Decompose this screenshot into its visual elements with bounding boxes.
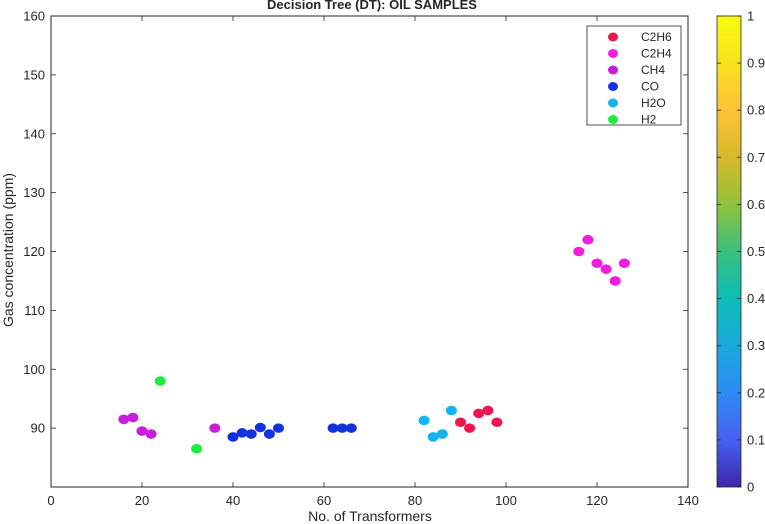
colorbar-tick-label: 0.3 bbox=[747, 338, 765, 353]
colorbar-tick-label: 0.6 bbox=[747, 197, 765, 212]
point-h2 bbox=[154, 376, 166, 386]
scatter-points bbox=[118, 234, 630, 454]
point-h2o bbox=[418, 415, 430, 426]
x-axis-label: No. of Transformers bbox=[308, 508, 432, 524]
point-c2h4 bbox=[573, 246, 585, 257]
colorbar-tick-label: 0.1 bbox=[747, 432, 765, 447]
point-c2h4 bbox=[591, 258, 603, 269]
point-h2o bbox=[436, 429, 448, 439]
legend-marker-c2h6 bbox=[608, 32, 618, 42]
legend-label-h2o: H2O bbox=[641, 96, 666, 110]
legend-label-c2h4: C2H4 bbox=[641, 47, 672, 61]
point-co bbox=[227, 432, 239, 442]
point-c2h6 bbox=[482, 405, 494, 416]
point-ch4 bbox=[136, 426, 148, 436]
point-co bbox=[254, 422, 266, 433]
colorbar-tick-label: 0.4 bbox=[747, 291, 765, 306]
colorbar-ticks: 0 0.1 0.2 0.3 0.4 0.5 0.6 0.7 0.8 0.9 1 bbox=[717, 9, 765, 495]
chart-title: Decision Tree (DT): OIL SAMPLES bbox=[267, 0, 477, 12]
point-ch4 bbox=[209, 423, 221, 433]
legend-marker-h2 bbox=[608, 115, 618, 124]
legend-label-ch4: CH4 bbox=[641, 63, 665, 77]
y-tick-label: 160 bbox=[23, 9, 45, 24]
x-tick-label: 140 bbox=[677, 493, 699, 508]
point-c2h4 bbox=[600, 264, 612, 274]
x-tick-label: 60 bbox=[317, 493, 331, 508]
legend-marker-co bbox=[608, 82, 618, 91]
plot-area: 0 20 40 60 80 100 120 140 90 100 110 120 130 140 150 1… bbox=[23, 9, 699, 509]
point-c2h4 bbox=[582, 234, 594, 245]
point-co bbox=[263, 429, 275, 439]
y-tick-label: 120 bbox=[23, 244, 45, 259]
point-c2h6 bbox=[473, 408, 485, 419]
point-c2h6 bbox=[491, 417, 503, 428]
point-c2h4 bbox=[609, 276, 621, 286]
point-c2h4 bbox=[618, 258, 630, 269]
point-co bbox=[327, 423, 339, 433]
legend-label-co: CO bbox=[641, 80, 659, 94]
y-axis-ticks: 90 100 110 120 130 140 150 160 bbox=[23, 9, 688, 436]
colorbar-tick-label: 1 bbox=[747, 9, 754, 24]
legend-marker-h2o bbox=[608, 98, 618, 108]
y-tick-label: 100 bbox=[23, 362, 45, 377]
point-co bbox=[273, 423, 284, 433]
x-axis-ticks: 0 20 40 60 80 100 120 140 bbox=[47, 16, 699, 508]
colorbar-tick-label: 0.7 bbox=[747, 150, 765, 165]
colorbar-tick-label: 0 bbox=[747, 480, 754, 495]
legend-box bbox=[586, 25, 682, 126]
point-h2 bbox=[191, 443, 203, 454]
colorbar: 0 0.1 0.2 0.3 0.4 0.5 0.6 0.7 0.8 0.9 1 bbox=[716, 9, 765, 495]
y-tick-label: 150 bbox=[23, 67, 45, 82]
legend-label-h2: H2 bbox=[641, 113, 657, 127]
colorbar-tick-label: 0.9 bbox=[747, 56, 765, 71]
legend-marker-c2h4 bbox=[608, 49, 618, 58]
y-tick-label: 90 bbox=[31, 421, 45, 436]
x-tick-label: 100 bbox=[495, 493, 517, 508]
point-h2o bbox=[445, 405, 457, 416]
point-ch4 bbox=[145, 429, 157, 439]
legend: C2H6 C2H4 CH4 CO H2O H2 bbox=[586, 25, 682, 127]
point-co bbox=[236, 428, 248, 438]
legend-marker-ch4 bbox=[608, 65, 618, 75]
point-ch4 bbox=[127, 412, 139, 423]
x-tick-label: 120 bbox=[586, 493, 608, 508]
colorbar-tick-label: 0.2 bbox=[747, 385, 765, 400]
point-c2h6 bbox=[464, 423, 476, 433]
point-co bbox=[345, 423, 357, 433]
x-tick-label: 0 bbox=[47, 493, 54, 508]
point-ch4 bbox=[118, 414, 130, 425]
colorbar-tick-label: 0.5 bbox=[747, 244, 765, 259]
point-h2o bbox=[427, 432, 439, 442]
legend-label-c2h6: C2H6 bbox=[641, 30, 672, 44]
x-tick-label: 40 bbox=[226, 493, 240, 508]
point-co bbox=[336, 423, 348, 433]
y-axis-label: Gas concentration (ppm) bbox=[0, 173, 16, 327]
x-tick-label: 20 bbox=[135, 493, 149, 508]
point-co bbox=[245, 429, 257, 439]
x-tick-label: 80 bbox=[408, 493, 422, 508]
y-tick-label: 130 bbox=[23, 185, 45, 200]
colorbar-tick-label: 0.8 bbox=[747, 103, 765, 118]
y-tick-label: 140 bbox=[23, 126, 45, 141]
y-tick-label: 110 bbox=[24, 303, 45, 318]
point-c2h6 bbox=[455, 417, 466, 428]
